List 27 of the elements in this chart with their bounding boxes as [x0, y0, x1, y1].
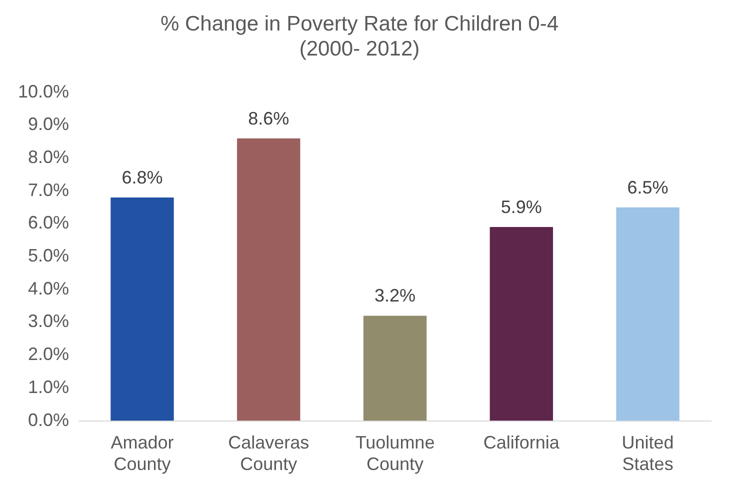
bar: [237, 138, 300, 421]
x-tick-label: Amador County: [110, 432, 174, 474]
x-tick-label: United States: [622, 432, 674, 474]
y-tick-label: 4.0%: [28, 278, 70, 298]
bar: [363, 316, 427, 421]
y-tick-label: 9.0%: [28, 114, 70, 134]
data-label: 5.9%: [500, 197, 542, 218]
x-tick-label: California: [483, 432, 560, 453]
bar: [616, 207, 680, 421]
y-tick-label: 6.0%: [28, 212, 70, 233]
data-label: 6.8%: [122, 167, 163, 188]
data-label: 8.6%: [248, 108, 290, 128]
y-tick-label: 5.0%: [28, 246, 70, 266]
y-tick-label: 2.0%: [28, 344, 70, 364]
y-tick-label: 10.0%: [18, 81, 70, 102]
x-tick-label: Calaveras County: [228, 432, 310, 474]
y-tick-label: 8.0%: [28, 147, 70, 168]
data-label: 3.2%: [374, 286, 416, 306]
chart-title: % Change in Poverty Rate for Children 0-4 (2000- 2012): [160, 12, 559, 61]
y-tick-label: 7.0%: [28, 180, 70, 200]
y-tick-label: 3.0%: [28, 311, 70, 332]
bar: [110, 197, 174, 421]
x-tick-label: Tuolumne County: [355, 432, 435, 474]
bar: [490, 227, 554, 421]
data-label: 6.5%: [627, 177, 668, 198]
y-tick-label: 1.0%: [28, 376, 70, 397]
y-tick-label: 0.0%: [28, 410, 70, 430]
